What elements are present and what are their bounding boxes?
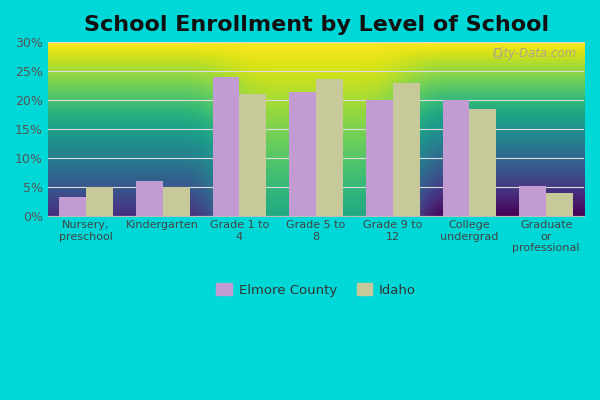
Text: ⓘ: ⓘ: [494, 47, 501, 60]
Bar: [289, 92, 316, 216]
Bar: [393, 83, 419, 216]
Bar: [366, 100, 393, 216]
Bar: [546, 193, 573, 216]
Text: City-Data.com: City-Data.com: [492, 47, 577, 60]
Title: School Enrollment by Level of School: School Enrollment by Level of School: [83, 15, 548, 35]
Bar: [519, 186, 546, 216]
Bar: [136, 180, 163, 216]
Bar: [443, 100, 469, 216]
Bar: [212, 77, 239, 216]
Bar: [59, 197, 86, 216]
Bar: [316, 78, 343, 216]
Bar: [469, 109, 496, 216]
Bar: [239, 94, 266, 216]
Bar: [163, 187, 190, 216]
Bar: [86, 187, 113, 216]
Legend: Elmore County, Idaho: Elmore County, Idaho: [211, 278, 421, 302]
